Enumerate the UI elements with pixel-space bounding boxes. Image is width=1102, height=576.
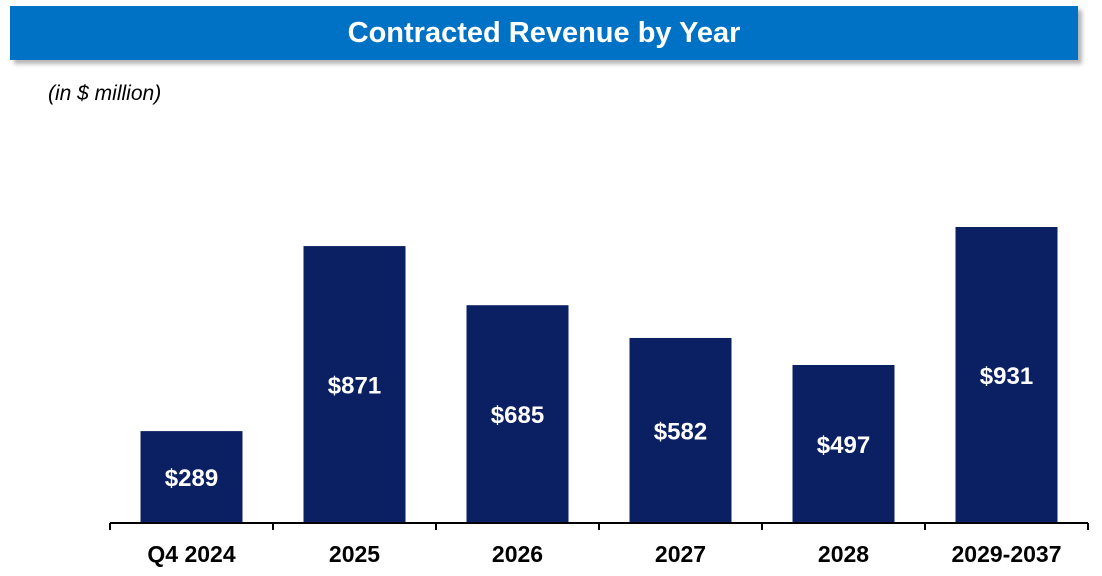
title-banner: Contracted Revenue by Year xyxy=(10,6,1078,60)
x-tick-label: Q4 2024 xyxy=(147,541,235,567)
unit-note: (in $ million) xyxy=(48,82,162,105)
bar-value-label: $289 xyxy=(165,465,218,492)
chart-title: Contracted Revenue by Year xyxy=(347,16,741,49)
bar-3 xyxy=(629,337,732,523)
x-tick-label: 2029-2037 xyxy=(952,541,1062,567)
bar-4 xyxy=(792,364,895,523)
bar-2 xyxy=(466,305,569,523)
bar-5 xyxy=(955,227,1058,523)
bar-value-label: $871 xyxy=(328,373,381,400)
bar-value-label: $931 xyxy=(980,363,1033,390)
bar-1 xyxy=(303,246,406,523)
x-tick-label: 2028 xyxy=(818,541,869,567)
x-tick-label: 2027 xyxy=(655,541,706,567)
x-tick-label: 2026 xyxy=(492,541,543,567)
x-tick-label: 2025 xyxy=(329,541,380,567)
bar-value-label: $582 xyxy=(654,418,707,445)
bar-0 xyxy=(140,431,243,523)
bar-value-label: $497 xyxy=(817,432,870,459)
bar-value-label: $685 xyxy=(491,402,544,429)
